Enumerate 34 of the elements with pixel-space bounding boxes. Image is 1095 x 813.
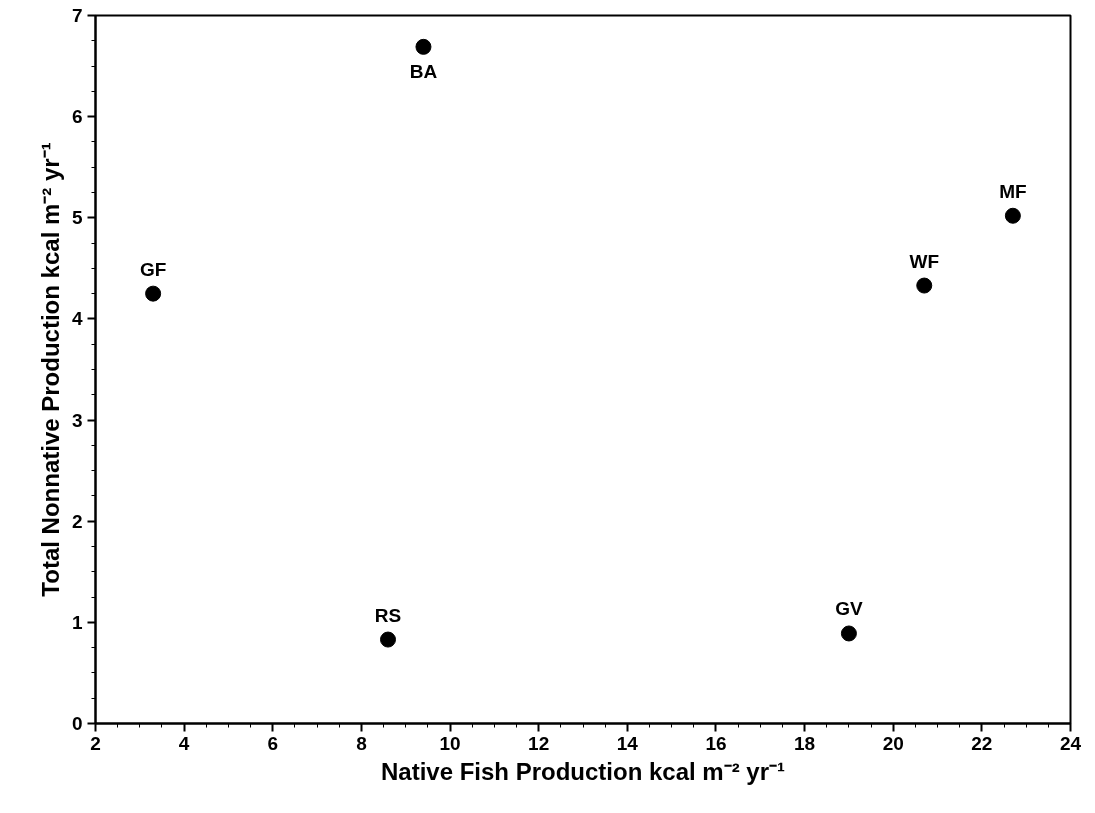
x-tick-label: 20 <box>882 732 904 754</box>
y-axis-title: Total Nonnative Production kcal m⁻² yr⁻¹ <box>36 142 64 597</box>
annotation: WF <box>909 250 940 272</box>
y-tick-label: 6 <box>71 106 83 128</box>
y-tick-label: 0 <box>71 713 83 734</box>
y-tick-label: 5 <box>71 207 83 229</box>
x-axis-title: Native Fish Production kcal m⁻² yr⁻¹ <box>380 757 786 785</box>
point <box>916 277 933 294</box>
x-tick-label: 2 <box>90 732 101 754</box>
y-tick-label: 7 <box>71 5 83 26</box>
annotation: GV <box>835 598 863 620</box>
annotation: BA <box>409 60 438 82</box>
y-tick-label: 4 <box>71 308 83 330</box>
x-tick-label: 8 <box>356 732 367 754</box>
point <box>145 285 162 302</box>
x-tick-label: 10 <box>439 732 461 754</box>
point <box>380 631 396 648</box>
x-tick-label: 24 <box>1059 732 1082 754</box>
x-tick-label: 16 <box>705 732 727 754</box>
y-tick-label: 3 <box>71 409 83 431</box>
point <box>1004 207 1021 224</box>
x-tick-label: 12 <box>528 732 550 754</box>
y-tick-label: 1 <box>71 611 83 633</box>
point <box>840 625 857 642</box>
annotation: MF <box>999 180 1027 202</box>
point <box>415 38 432 55</box>
x-tick-label: 4 <box>178 732 190 754</box>
y-tick-label: 2 <box>71 510 83 532</box>
x-tick-label: 14 <box>616 732 639 754</box>
x-tick-label: 18 <box>794 732 816 754</box>
x-tick-label: 6 <box>267 732 279 754</box>
annotation: GF <box>139 258 167 280</box>
annotation: RS <box>374 604 402 626</box>
x-tick-label: 22 <box>971 732 993 754</box>
